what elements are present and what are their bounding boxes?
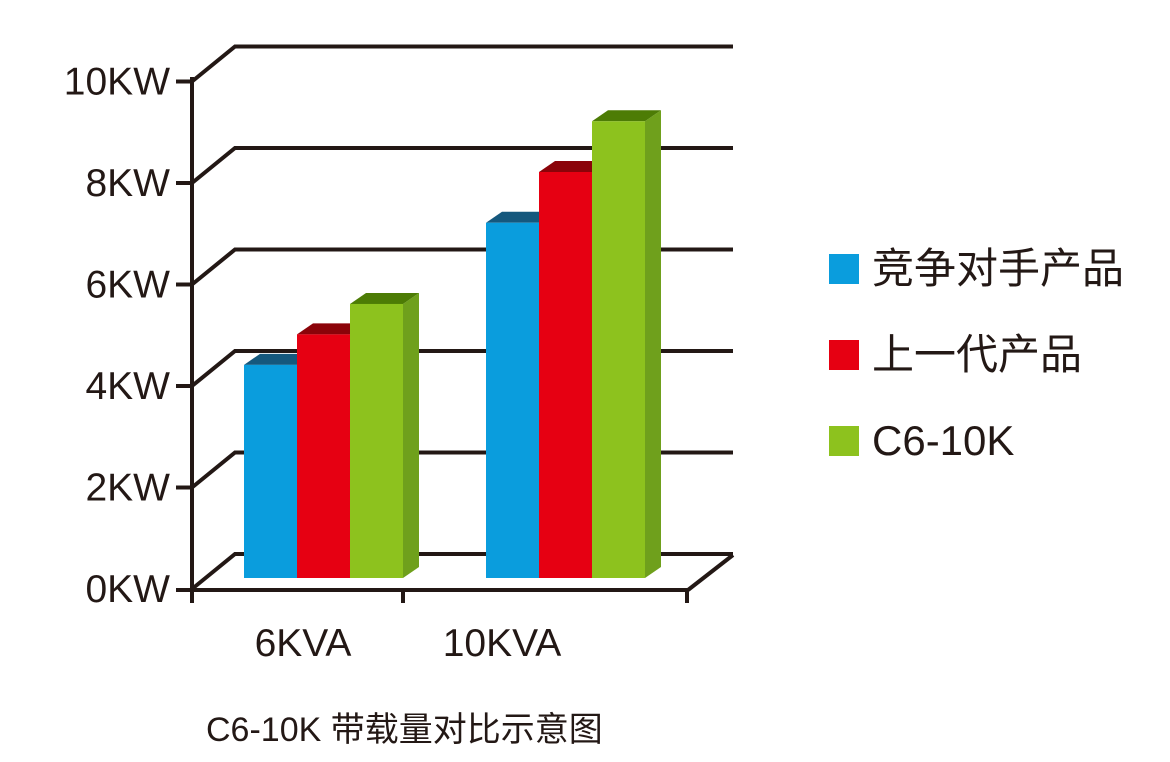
bar-previous-gen-6kva-top [297, 323, 366, 335]
y-axis-label-2kw: 2KW [85, 467, 170, 510]
legend-item-c6-10k: C6-10K [829, 420, 1124, 462]
bar-c6-10k-10kva-top [592, 110, 661, 122]
bar-c6-10k-6kva [350, 303, 403, 578]
bar-previous-gen-10kva-top [539, 161, 608, 172]
legend-label-c6-10k: C6-10K [872, 417, 1015, 464]
bar-c6-10k-10kva [592, 121, 645, 578]
y-axis-label-6kw: 6KW [85, 264, 170, 307]
x-axis-label-10kva: 10KVA [443, 622, 562, 665]
legend-swatch-previous-gen-icon [829, 340, 859, 370]
y-axis-label-0kw: 0KW [85, 568, 170, 611]
bar-competitor-6kva [244, 364, 297, 578]
bar-competitor-10kva-top [486, 211, 555, 223]
gridline-10kw [190, 44, 733, 84]
bar-c6-10k-10kva-side [645, 110, 661, 578]
legend-item-competitor: 竞争对手产品 [829, 248, 1124, 290]
x-axis-label-6kva: 6KVA [255, 622, 352, 665]
chart-legend: 竞争对手产品 上一代产品 C6-10K [829, 248, 1124, 462]
bar-previous-gen-6kva [297, 334, 350, 578]
bar-competitor-6kva-top [244, 353, 313, 365]
legend-label-previous-gen: 上一代产品 [872, 331, 1083, 378]
legend-swatch-c6-10k-icon [829, 426, 859, 456]
bar-c6-10k-6kva-top [350, 292, 419, 304]
gridline-8kw [190, 146, 733, 185]
y-axis-label-8kw: 8KW [85, 162, 170, 205]
bar-previous-gen-10kva [539, 172, 592, 578]
bar-competitor-10kva [486, 222, 539, 578]
legend-item-previous-gen: 上一代产品 [829, 334, 1124, 376]
legend-swatch-competitor-icon [829, 254, 859, 284]
bar-c6-10k-6kva-side [403, 292, 419, 578]
x-axis-depth-line [686, 553, 735, 592]
legend-label-competitor: 竞争对手产品 [872, 245, 1125, 292]
chart-title: C6-10K 带载量对比示意图 [206, 711, 603, 749]
y-axis-label-4kw: 4KW [85, 365, 170, 408]
y-axis-label-10kw: 10KW [64, 61, 170, 104]
